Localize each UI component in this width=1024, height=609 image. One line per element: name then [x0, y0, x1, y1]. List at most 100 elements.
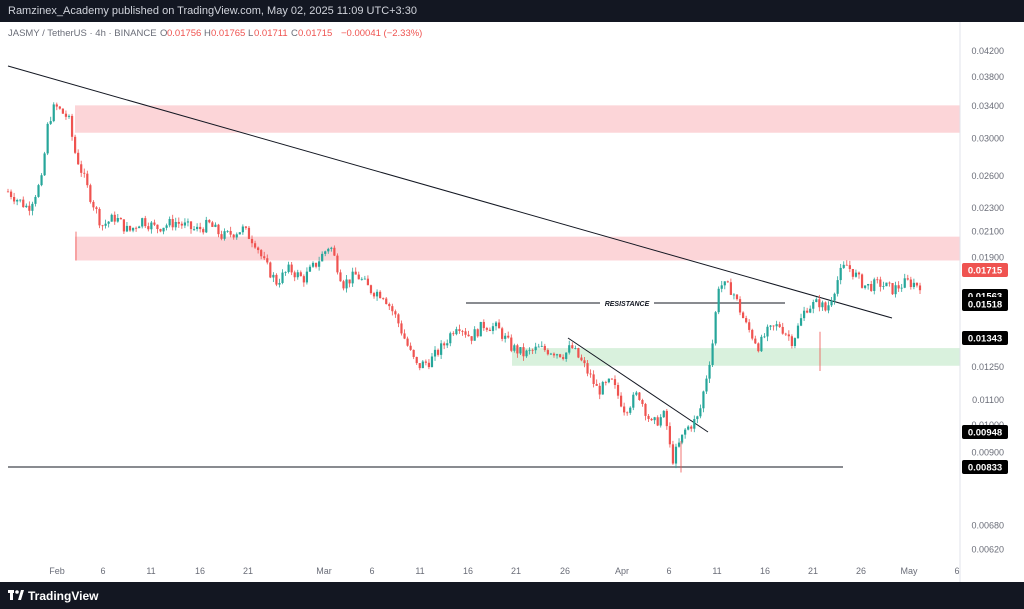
candle-body [684, 429, 687, 435]
time-axis: Feb 6 11 16 21 Mar 6 11 16 21 26 Apr 6 11 16 21 26 May 6 [49, 566, 959, 576]
time-tick: 16 [463, 566, 473, 576]
candle-body [144, 218, 147, 227]
candle-body [235, 234, 238, 238]
legend-high: 0.01765 [211, 28, 245, 39]
price-tick: 0.01000 [971, 420, 1004, 430]
candle-body [619, 395, 623, 407]
candle-body [287, 264, 290, 272]
candle-body [830, 300, 833, 306]
footer-bar: TradingView [0, 582, 1024, 609]
candle-body [98, 208, 101, 226]
candle-body [607, 378, 610, 383]
price-tick: 0.00900 [971, 447, 1004, 457]
trendlines-layer: RESISTANCE [7, 65, 893, 468]
price-tick: 0.00680 [971, 520, 1004, 530]
candle-body [635, 392, 638, 395]
candle-body [516, 345, 519, 354]
candle-body [656, 417, 659, 426]
candle-body [723, 281, 726, 286]
candle-body [510, 337, 513, 351]
price-tick: 0.01900 [971, 253, 1004, 263]
candle-body [485, 328, 488, 330]
candle-body [613, 379, 617, 385]
candle-body [690, 426, 693, 429]
candle-body [571, 345, 574, 349]
candle-body [513, 345, 516, 351]
candle-body [604, 382, 607, 383]
candle-body [366, 278, 370, 286]
candle-body [796, 325, 800, 339]
candle-body [623, 406, 626, 413]
candle-body [809, 308, 812, 313]
candle-body [751, 329, 754, 339]
candle-body [92, 201, 95, 208]
candle-body [74, 136, 77, 153]
candle-body [482, 321, 485, 329]
candle-body [705, 378, 708, 392]
candle-body [406, 338, 409, 346]
candles-layer [6, 102, 922, 473]
candle-body [113, 214, 116, 222]
candle-body [49, 121, 52, 124]
candle-body [333, 247, 336, 256]
candle-body [766, 326, 769, 337]
candle-body [272, 274, 275, 278]
legend-low: 0.01711 [254, 28, 288, 39]
candle-body [900, 287, 903, 289]
candle-body [327, 248, 330, 252]
candle-body [339, 272, 342, 282]
candle-body [772, 325, 775, 327]
candle-body [650, 418, 653, 421]
candle-body [211, 222, 214, 227]
candle-body [693, 419, 696, 429]
candle-body [391, 306, 394, 312]
candle-body [269, 262, 272, 278]
candle-body [522, 347, 525, 357]
candle-body [555, 354, 559, 356]
candle-body [558, 354, 562, 358]
price-tick: 0.01100 [972, 395, 1004, 405]
candle-body [336, 255, 339, 273]
price-chart[interactable]: RESISTANCE 0.04200 0.03800 0.03400 0.03000 0… [0, 22, 1024, 582]
candle-body [162, 227, 165, 232]
candle-body [37, 185, 40, 197]
candle-body [848, 265, 851, 269]
candle-body [702, 391, 705, 409]
time-tick: 11 [712, 566, 721, 576]
price-label: 0.01518 [968, 300, 1002, 311]
candle-body [458, 329, 461, 331]
candle-body [857, 272, 861, 275]
candle-body [86, 173, 89, 186]
candle-body [464, 331, 467, 335]
candle-body [110, 214, 113, 222]
candle-body [22, 199, 25, 208]
candle-body [275, 274, 278, 285]
candle-body [77, 152, 80, 165]
candle-body [836, 280, 839, 294]
candle-body [260, 250, 263, 257]
candle-body [821, 302, 824, 308]
candle-body [415, 356, 418, 364]
candle-body [250, 238, 254, 244]
candle-body [577, 348, 580, 358]
footer-brand: TradingView [28, 589, 99, 603]
candle-body [818, 299, 821, 308]
time-tick: 6 [666, 566, 671, 576]
candle-body [677, 442, 681, 447]
price-label: 0.01715 [968, 266, 1003, 277]
candle-body [397, 314, 400, 324]
time-tick: 26 [560, 566, 570, 576]
supply-zone-2 [75, 236, 960, 261]
candle-body [247, 227, 251, 239]
candle-body [891, 283, 894, 295]
candle-body [253, 243, 257, 248]
candle-body [589, 373, 592, 375]
candle-body [537, 346, 540, 348]
candle-body [202, 229, 205, 233]
candle-body [629, 407, 632, 413]
candle-body [229, 230, 232, 235]
chart-frame[interactable]: RESISTANCE 0.04200 0.03800 0.03400 0.03000 0… [0, 22, 1024, 582]
candle-body [226, 230, 229, 232]
candle-body [351, 271, 354, 284]
candle-body [16, 200, 19, 202]
